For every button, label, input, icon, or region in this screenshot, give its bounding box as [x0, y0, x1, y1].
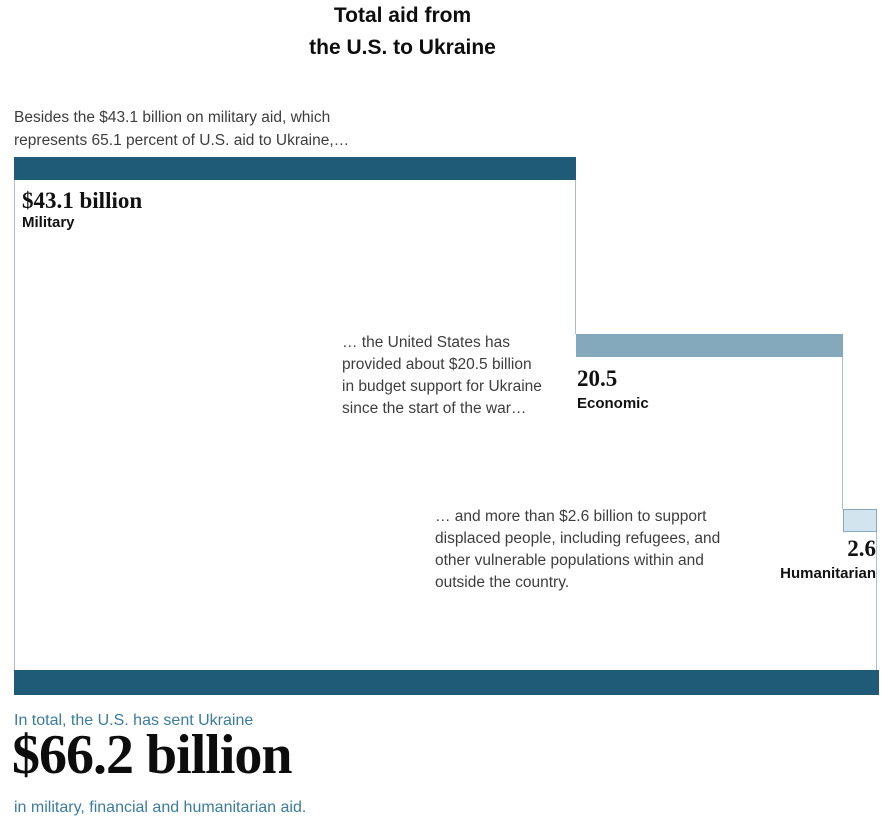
summary-tail-text: in military, financial and humanitarian … — [14, 799, 307, 816]
economic-annotation-line-3: in budget support for Ukraine — [342, 378, 542, 395]
economic-to-humanitarian-connector-line — [842, 357, 843, 509]
humanitarian-annotation: … and more than $2.6 billion to support … — [435, 506, 720, 594]
economic-category-label: Economic — [577, 395, 649, 412]
summary-total-amount: $66.2 billion — [12, 724, 293, 786]
economic-bar — [576, 334, 843, 357]
military-bar — [14, 157, 576, 180]
humanitarian-value-label: 2.6 — [847, 536, 876, 561]
humanitarian-annotation-line-2: displaced people, including refugees, an… — [435, 530, 721, 547]
military-to-economic-connector-line — [575, 180, 576, 334]
military-value-label: $43.1 billion — [22, 188, 143, 213]
left-border-line — [14, 180, 15, 670]
intro-annotation-line-1: Besides the $43.1 billion on military ai… — [14, 109, 331, 126]
economic-annotation-line-1: … the United States has — [342, 334, 511, 351]
humanitarian-category-label: Humanitarian — [780, 565, 876, 582]
humanitarian-bar — [843, 509, 877, 532]
humanitarian-annotation-line-1: … and more than $2.6 billion to support — [435, 508, 707, 525]
humanitarian-annotation-line-4: outside the country. — [435, 574, 570, 591]
economic-annotation-line-4: since the start of the war… — [342, 400, 527, 417]
economic-value-label: 20.5 — [577, 366, 618, 391]
intro-annotation-line-2: represents 65.1 percent of U.S. aid to U… — [14, 132, 350, 149]
economic-annotation: … the United States has provided about $… — [342, 332, 542, 420]
military-category-label: Military — [22, 214, 75, 231]
humanitarian-to-total-connector-line — [876, 532, 877, 670]
economic-annotation-line-2: provided about $20.5 billion — [342, 356, 532, 373]
page-title: Total aid from the U.S. to Ukraine — [0, 0, 805, 64]
intro-annotation: Besides the $43.1 billion on military ai… — [14, 106, 349, 152]
page-title-line-2: the U.S. to Ukraine — [309, 36, 496, 59]
page-title-line-1: Total aid from — [333, 4, 472, 27]
summary-lead-text: In total, the U.S. has sent Ukraine — [14, 712, 254, 729]
humanitarian-annotation-line-3: other vulnerable populations within and — [435, 552, 704, 569]
total-bar — [14, 670, 879, 695]
